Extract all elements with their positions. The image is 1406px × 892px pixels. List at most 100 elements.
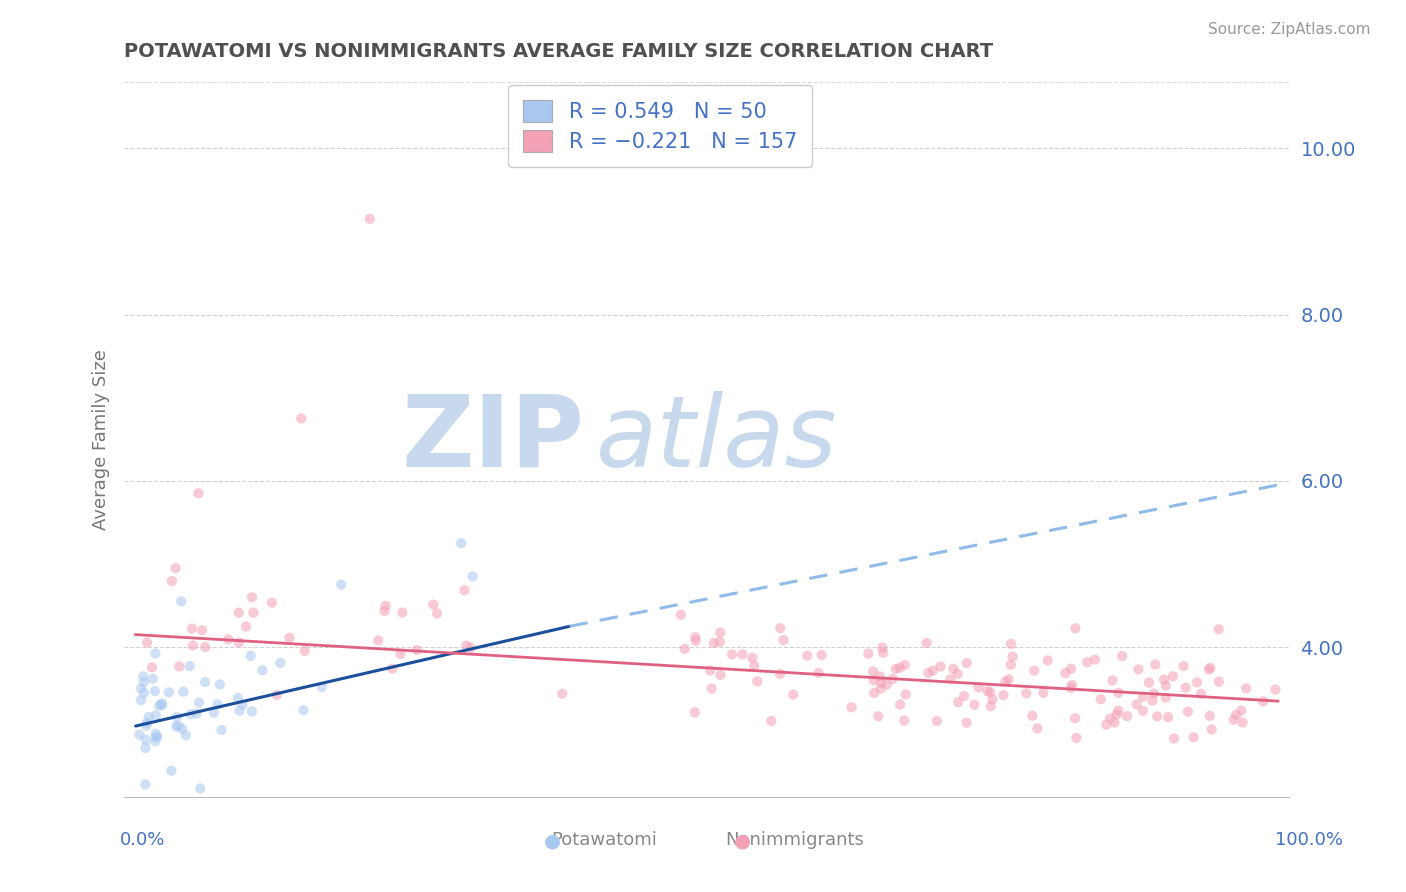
Point bbox=[260, 596, 283, 610]
Point bbox=[915, 636, 938, 650]
Point bbox=[170, 594, 193, 608]
Point bbox=[1032, 686, 1054, 700]
Point bbox=[367, 633, 389, 648]
Text: ●: ● bbox=[734, 831, 751, 850]
Point bbox=[290, 411, 312, 425]
Point bbox=[311, 680, 333, 694]
Point bbox=[134, 777, 156, 791]
Point bbox=[150, 698, 173, 712]
Point bbox=[132, 686, 155, 700]
Point bbox=[1174, 681, 1197, 695]
Point bbox=[252, 663, 274, 677]
Point bbox=[1021, 708, 1043, 723]
Point bbox=[1142, 693, 1164, 707]
Point bbox=[807, 665, 830, 680]
Point bbox=[1146, 709, 1168, 723]
Point bbox=[917, 665, 939, 680]
Point bbox=[893, 714, 915, 728]
Point bbox=[1199, 661, 1222, 675]
Legend: R = 0.549   N = 50, R = −0.221   N = 157: R = 0.549 N = 50, R = −0.221 N = 157 bbox=[509, 85, 811, 167]
Point bbox=[685, 633, 707, 648]
Point bbox=[381, 662, 404, 676]
Text: 100.0%: 100.0% bbox=[1275, 831, 1343, 849]
Point bbox=[1189, 687, 1212, 701]
Point bbox=[1230, 703, 1253, 717]
Point bbox=[292, 703, 315, 717]
Point bbox=[994, 674, 1017, 689]
Point bbox=[1066, 731, 1088, 745]
Point bbox=[165, 719, 187, 733]
Point bbox=[330, 578, 353, 592]
Text: ZIP: ZIP bbox=[402, 391, 585, 488]
Point bbox=[709, 635, 731, 649]
Point bbox=[872, 646, 894, 660]
Point bbox=[453, 583, 475, 598]
Text: atlas: atlas bbox=[596, 391, 838, 488]
Point bbox=[1185, 675, 1208, 690]
Point bbox=[1107, 704, 1129, 718]
Point bbox=[946, 695, 969, 709]
Point bbox=[981, 692, 1004, 706]
Point bbox=[863, 686, 886, 700]
Point bbox=[862, 673, 884, 688]
Point bbox=[772, 633, 794, 648]
Point bbox=[135, 719, 157, 733]
Point bbox=[240, 704, 263, 718]
Point bbox=[882, 672, 904, 686]
Point bbox=[1154, 690, 1177, 705]
Point bbox=[1208, 622, 1230, 636]
Point bbox=[869, 669, 891, 683]
Point bbox=[967, 680, 990, 694]
Point bbox=[721, 648, 744, 662]
Point bbox=[1064, 711, 1087, 725]
Point bbox=[174, 728, 197, 742]
Point bbox=[135, 715, 157, 730]
Point bbox=[1251, 694, 1274, 708]
Point bbox=[963, 698, 986, 712]
Point bbox=[741, 650, 763, 665]
Point bbox=[461, 569, 484, 583]
Point bbox=[747, 674, 769, 689]
Point bbox=[145, 734, 167, 748]
Point bbox=[167, 719, 190, 733]
Point bbox=[235, 619, 257, 633]
Point bbox=[922, 664, 945, 678]
Point bbox=[1026, 722, 1049, 736]
Point bbox=[1090, 692, 1112, 706]
Point bbox=[180, 707, 202, 722]
Point bbox=[869, 681, 891, 696]
Point bbox=[1101, 673, 1123, 688]
Point bbox=[1143, 686, 1166, 700]
Point bbox=[1198, 708, 1220, 723]
Point bbox=[872, 640, 894, 655]
Point bbox=[150, 697, 173, 711]
Point bbox=[884, 662, 907, 676]
Point bbox=[953, 689, 976, 703]
Point bbox=[810, 648, 832, 662]
Text: Nonimmigrants: Nonimmigrants bbox=[725, 831, 863, 849]
Point bbox=[1076, 655, 1098, 669]
Point bbox=[145, 727, 167, 741]
Point bbox=[166, 710, 188, 724]
Point bbox=[700, 681, 723, 696]
Point bbox=[1060, 662, 1083, 676]
Text: 0.0%: 0.0% bbox=[120, 831, 165, 849]
Point bbox=[993, 688, 1015, 702]
Point bbox=[1000, 637, 1022, 651]
Point bbox=[132, 675, 155, 690]
Point bbox=[406, 643, 429, 657]
Text: POTAWATOMI VS NONIMMIGRANTS AVERAGE FAMILY SIZE CORRELATION CHART: POTAWATOMI VS NONIMMIGRANTS AVERAGE FAMI… bbox=[124, 42, 994, 61]
Point bbox=[1001, 649, 1024, 664]
Point bbox=[266, 688, 288, 702]
Point bbox=[145, 708, 167, 723]
Point bbox=[240, 591, 263, 605]
Point bbox=[889, 661, 911, 675]
Point bbox=[1132, 690, 1154, 704]
Point bbox=[1104, 715, 1126, 730]
Point bbox=[876, 678, 898, 692]
Point bbox=[181, 622, 204, 636]
Y-axis label: Average Family Size: Average Family Size bbox=[93, 349, 110, 530]
Point bbox=[145, 647, 167, 661]
Point bbox=[426, 607, 449, 621]
Point bbox=[939, 673, 962, 687]
